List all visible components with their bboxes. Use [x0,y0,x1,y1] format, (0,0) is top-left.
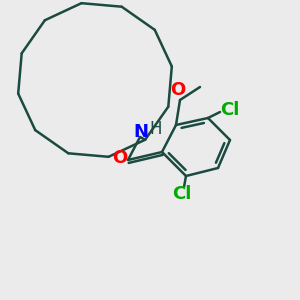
Text: O: O [112,149,128,167]
Text: Cl: Cl [220,101,240,119]
Text: H: H [150,120,162,138]
Text: N: N [134,123,148,141]
Text: O: O [170,81,186,99]
Text: Cl: Cl [172,185,192,203]
